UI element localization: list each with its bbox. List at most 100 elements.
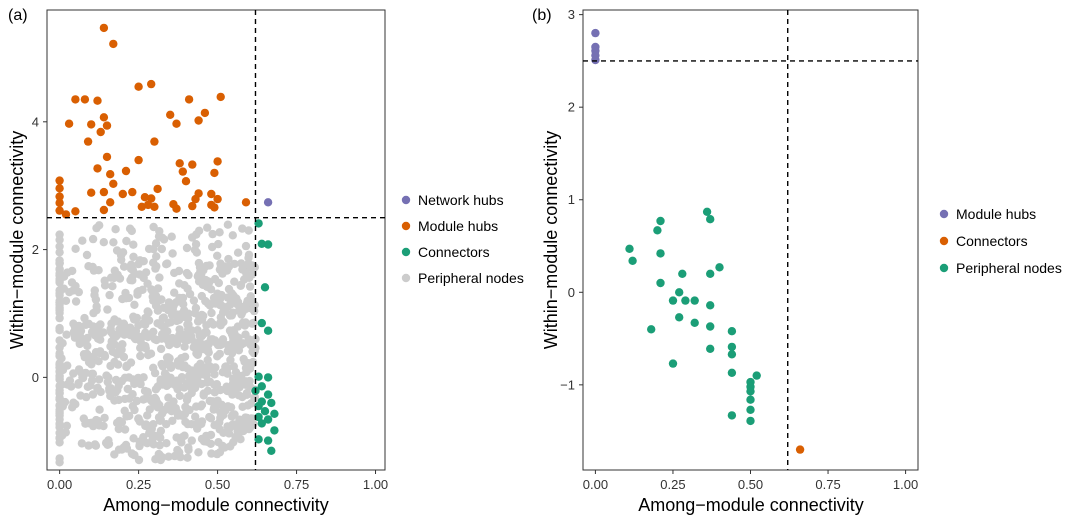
peripheral-node-point: [92, 302, 101, 311]
peripheral-node-point: [89, 308, 98, 318]
a-point-module-hubs: [143, 200, 153, 210]
peripheral-node-point: [193, 424, 202, 433]
peripheral-node-point: [120, 394, 130, 404]
b-legend-key: [939, 209, 949, 219]
a-legend-key: [401, 195, 411, 205]
a-point-module-hubs: [61, 210, 71, 219]
peripheral-node-point: [74, 380, 83, 389]
peripheral-node-point: [83, 382, 93, 391]
peripheral-node-point: [166, 318, 175, 327]
peripheral-node-point: [180, 342, 189, 351]
b-point-peripheral-nodes: [727, 368, 737, 377]
peripheral-node-point: [107, 328, 116, 337]
peripheral-node-point: [134, 414, 143, 424]
peripheral-node-point: [110, 315, 119, 324]
peripheral-node-point: [128, 276, 137, 285]
peripheral-node-point: [77, 439, 87, 448]
b-point-peripheral-nodes: [653, 226, 662, 235]
peripheral-node-point: [55, 264, 64, 274]
a-y-tick-label: 2: [32, 242, 39, 257]
peripheral-node-point: [105, 386, 114, 395]
peripheral-node-point: [94, 321, 104, 331]
a-point-module-hubs: [93, 96, 102, 105]
peripheral-node-point: [100, 276, 109, 285]
b-x-tick-label: 0.50: [738, 477, 763, 492]
peripheral-node-point: [115, 416, 124, 426]
a-point-module-hubs: [93, 164, 102, 173]
a-point-connectors: [257, 419, 266, 428]
a-legend-label: Module hubs: [418, 218, 498, 234]
peripheral-node-point: [182, 334, 191, 343]
b-point-peripheral-nodes: [675, 288, 684, 297]
peripheral-node-point: [231, 368, 241, 377]
peripheral-node-point: [153, 403, 162, 412]
peripheral-node-point: [95, 405, 104, 414]
peripheral-node-point: [129, 434, 138, 443]
peripheral-node-point: [143, 387, 152, 396]
a-point-connectors: [267, 398, 276, 408]
peripheral-node-point: [115, 274, 125, 283]
a-point-module-hubs: [137, 202, 146, 211]
b-legend-key: [939, 236, 949, 246]
peripheral-node-point: [202, 345, 211, 355]
peripheral-node-point: [167, 232, 176, 241]
peripheral-node-point: [138, 285, 147, 294]
peripheral-node-point: [55, 458, 64, 467]
peripheral-node-point: [215, 349, 224, 359]
peripheral-node-point: [177, 438, 186, 447]
b-point-peripheral-nodes: [656, 278, 665, 288]
peripheral-node-point: [163, 353, 173, 362]
peripheral-node-point: [249, 318, 258, 328]
b-point-peripheral-nodes: [690, 318, 699, 327]
a-point-connectors: [254, 412, 263, 422]
b-x-tick-label: 0.00: [583, 477, 608, 492]
peripheral-node-point: [238, 392, 247, 402]
b-y-tick-label: 2: [568, 100, 575, 115]
peripheral-node-point: [202, 371, 211, 380]
a-point-module-hubs: [166, 110, 175, 120]
peripheral-node-point: [162, 376, 171, 385]
peripheral-node-point: [189, 296, 199, 305]
peripheral-node-point: [244, 297, 253, 306]
a-point-connectors: [257, 382, 266, 391]
peripheral-node-point: [203, 223, 212, 232]
a-point-module-hubs: [150, 202, 159, 211]
peripheral-node-point: [125, 224, 135, 233]
peripheral-node-point: [99, 238, 109, 247]
peripheral-node-point: [162, 260, 171, 269]
peripheral-node-point: [218, 410, 227, 420]
peripheral-node-point: [246, 399, 256, 408]
b-point-peripheral-nodes: [690, 296, 699, 305]
peripheral-node-point: [110, 396, 119, 405]
b-y-tick-label: 0: [568, 285, 575, 300]
a-point-connectors: [254, 372, 263, 381]
peripheral-node-point: [220, 443, 229, 452]
panel-b-marks: [583, 10, 918, 470]
peripheral-node-point: [148, 394, 157, 403]
peripheral-node-point: [181, 313, 190, 322]
peripheral-node-point: [233, 248, 243, 257]
peripheral-node-point: [156, 433, 165, 442]
peripheral-node-point: [240, 321, 250, 330]
peripheral-node-point: [210, 421, 219, 430]
b-point-peripheral-nodes: [746, 416, 755, 426]
peripheral-node-point: [139, 257, 148, 266]
peripheral-node-point: [94, 357, 103, 366]
peripheral-node-point: [149, 258, 158, 267]
a-point-module-hubs: [128, 187, 137, 197]
a-point-connectors: [270, 426, 279, 435]
peripheral-node-point: [205, 377, 215, 386]
peripheral-node-point: [211, 299, 220, 308]
peripheral-node-point: [154, 296, 163, 305]
peripheral-node-point: [119, 262, 129, 271]
peripheral-node-point: [241, 241, 251, 251]
peripheral-node-point: [114, 445, 124, 454]
peripheral-node-point: [205, 261, 214, 270]
peripheral-node-point: [129, 312, 138, 321]
a-legend-key: [401, 247, 411, 257]
peripheral-node-point: [192, 248, 201, 257]
peripheral-node-point: [185, 289, 195, 299]
peripheral-node-point: [241, 363, 251, 373]
a-legend-label: Network hubs: [418, 192, 504, 208]
